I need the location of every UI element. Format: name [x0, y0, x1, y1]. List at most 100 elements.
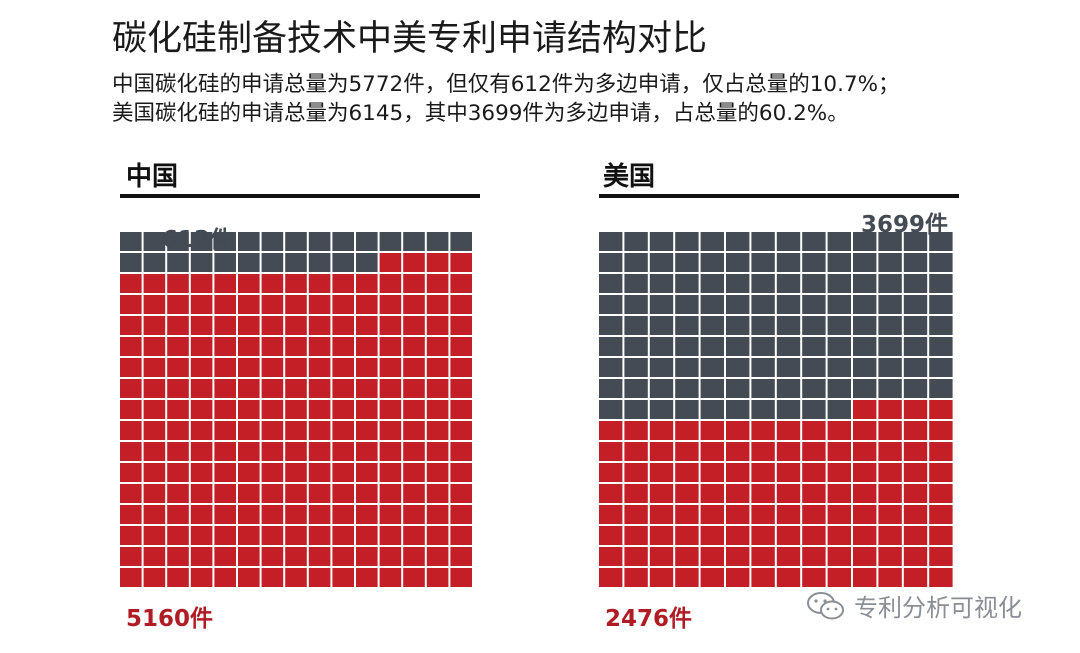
waffle-cell-multilateral	[903, 379, 928, 398]
waffle-cell-single	[726, 526, 750, 545]
waffle-cell-multilateral	[776, 274, 801, 293]
waffle-cell-multilateral	[308, 232, 331, 251]
waffle-cell-single	[403, 253, 425, 272]
waffle-cell-single	[450, 358, 472, 377]
waffle-cell-single	[379, 274, 402, 293]
waffle-cell-multilateral	[700, 379, 724, 398]
waffle-cell-single	[827, 547, 851, 566]
waffle-cell-single	[379, 379, 402, 398]
waffle-cell-single	[649, 442, 674, 461]
waffle-cell-single	[726, 484, 750, 503]
waffle-cell-single	[356, 442, 378, 461]
waffle-cell-single	[853, 568, 877, 587]
waffle-cell-single	[238, 316, 260, 335]
waffle-cell-single	[379, 295, 402, 314]
waffle-cell-multilateral	[649, 295, 674, 314]
waffle-cell-single	[776, 463, 801, 482]
waffle-cell-single	[450, 400, 472, 419]
waffle-cell-single	[624, 526, 648, 545]
waffle-cell-single	[238, 379, 260, 398]
waffle-cell-single	[675, 463, 699, 482]
waffle-cell-single	[599, 484, 623, 503]
waffle-cell-single	[308, 295, 331, 314]
waffle-cell-single	[120, 568, 142, 587]
waffle-cell-single	[450, 463, 472, 482]
waffle-cell-single	[356, 400, 378, 419]
waffle-cell-multilateral	[726, 358, 750, 377]
waffle-cell-multilateral	[802, 358, 826, 377]
waffle-cell-single	[214, 568, 236, 587]
waffle-cell-multilateral	[700, 274, 724, 293]
waffle-cell-single	[143, 505, 166, 524]
page-title: 碳化硅制备技术中美专利申请结构对比	[112, 19, 708, 59]
waffle-cell-single	[403, 505, 425, 524]
waffle-cell-single	[599, 526, 623, 545]
waffle-cell-single	[238, 442, 260, 461]
waffle-cell-single	[903, 484, 928, 503]
waffle-cell-single	[332, 442, 354, 461]
subtitle-line-usa: 美国碳化硅的申请总量为6145，其中3699件为多边申请，占总量的60.2%。	[112, 101, 849, 126]
waffle-cell-single	[726, 442, 750, 461]
waffle-cell-single	[214, 421, 236, 440]
waffle-cell-multilateral	[903, 232, 928, 251]
waffle-cell-multilateral	[878, 316, 902, 335]
waffle-cell-single	[356, 484, 378, 503]
waffle-cell-single	[649, 421, 674, 440]
waffle-cell-single	[120, 358, 142, 377]
waffle-cell-single	[332, 463, 354, 482]
waffle-cell-single	[403, 295, 425, 314]
waffle-cell-single	[403, 358, 425, 377]
waffle-cell-multilateral	[599, 274, 623, 293]
usa-multilateral-count: 3699件	[861, 212, 949, 238]
waffle-cell-single	[751, 484, 775, 503]
waffle-cell-multilateral	[675, 232, 699, 251]
waffle-cell-single	[167, 316, 189, 335]
waffle-cell-single	[426, 484, 449, 503]
waffle-cell-single	[261, 568, 284, 587]
waffle-cell-single	[308, 568, 331, 587]
waffle-cell-single	[308, 421, 331, 440]
waffle-cell-single	[776, 526, 801, 545]
waffle-cell-single	[261, 484, 284, 503]
waffle-cell-multilateral	[929, 337, 953, 356]
waffle-cell-single	[450, 274, 472, 293]
waffle-cell-multilateral	[332, 232, 354, 251]
waffle-cell-multilateral	[827, 232, 851, 251]
waffle-cell-single	[120, 526, 142, 545]
waffle-cell-multilateral	[700, 316, 724, 335]
waffle-cell-single	[802, 526, 826, 545]
waffle-cell-multilateral	[599, 379, 623, 398]
waffle-cell-single	[120, 484, 142, 503]
waffle-cell-single	[261, 463, 284, 482]
waffle-cell-single	[624, 442, 648, 461]
waffle-cell-single	[285, 379, 307, 398]
waffle-cell-single	[649, 463, 674, 482]
waffle-cell-single	[827, 568, 851, 587]
waffle-cell-single	[700, 421, 724, 440]
waffle-cell-single	[261, 547, 284, 566]
waffle-cell-multilateral	[903, 337, 928, 356]
waffle-cell-multilateral	[903, 274, 928, 293]
waffle-cell-single	[776, 442, 801, 461]
china-multilateral-count: 612件	[162, 227, 234, 253]
waffle-cell-single	[332, 421, 354, 440]
waffle-cell-single	[238, 463, 260, 482]
waffle-cell-multilateral	[167, 253, 189, 272]
waffle-cell-multilateral	[853, 274, 877, 293]
waffle-cell-multilateral	[599, 400, 623, 419]
waffle-cell-multilateral	[675, 253, 699, 272]
waffle-cell-single	[261, 442, 284, 461]
waffle-cell-single	[751, 547, 775, 566]
waffle-cell-multilateral	[599, 337, 623, 356]
waffle-cell-single	[332, 484, 354, 503]
waffle-cell-single	[190, 421, 213, 440]
waffle-cell-single	[379, 463, 402, 482]
waffle-cell-multilateral	[356, 253, 378, 272]
waffle-cell-single	[853, 421, 877, 440]
waffle-cell-single	[379, 442, 402, 461]
waffle-cell-single	[214, 505, 236, 524]
waffle-cell-single	[700, 568, 724, 587]
waffle-cell-single	[403, 547, 425, 566]
waffle-cell-single	[426, 295, 449, 314]
waffle-cell-single	[190, 463, 213, 482]
